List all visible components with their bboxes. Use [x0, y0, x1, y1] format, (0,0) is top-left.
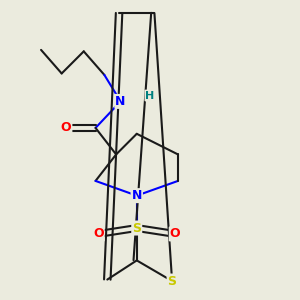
- Text: N: N: [116, 95, 126, 108]
- Text: H: H: [146, 91, 154, 100]
- Text: O: O: [61, 122, 71, 134]
- Text: O: O: [170, 227, 180, 240]
- Text: O: O: [93, 227, 104, 240]
- Text: S: S: [168, 274, 177, 287]
- Text: S: S: [132, 221, 141, 235]
- Text: N: N: [132, 189, 142, 202]
